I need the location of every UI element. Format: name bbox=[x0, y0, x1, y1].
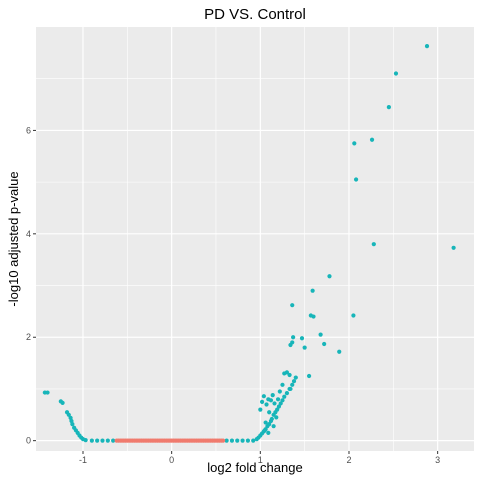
y-tick-label: 0 bbox=[26, 436, 31, 446]
data-point-significant bbox=[83, 438, 88, 443]
data-point-significant bbox=[351, 313, 356, 318]
data-point-significant bbox=[451, 245, 456, 250]
data-point-significant bbox=[277, 389, 282, 394]
data-point-significant bbox=[287, 372, 292, 378]
data-point-significant bbox=[322, 341, 327, 347]
data-point-significant bbox=[280, 382, 285, 387]
data-point-significant bbox=[269, 416, 274, 422]
y-axis-label: -log10 adjusted p-value bbox=[6, 171, 21, 306]
data-point-significant bbox=[337, 349, 342, 354]
data-point-significant bbox=[263, 420, 268, 425]
data-point-significant bbox=[272, 401, 277, 406]
data-point-significant bbox=[327, 274, 332, 279]
data-point-significant bbox=[111, 438, 116, 443]
y-tick-label: 2 bbox=[26, 332, 31, 342]
x-tick-label: 3 bbox=[435, 455, 440, 465]
minor-gridlines bbox=[36, 27, 474, 451]
data-point-significant bbox=[70, 422, 75, 427]
data-point-not-significant bbox=[220, 438, 226, 443]
data-point-significant bbox=[268, 398, 274, 403]
data-point-significant bbox=[424, 44, 430, 49]
data-point-significant bbox=[262, 428, 267, 433]
x-tick-label: 2 bbox=[346, 455, 351, 465]
data-point-significant bbox=[270, 393, 275, 398]
data-point-significant bbox=[259, 399, 265, 404]
data-point-significant bbox=[275, 397, 281, 402]
data-point-significant bbox=[318, 332, 323, 337]
data-point-significant bbox=[311, 314, 316, 319]
x-axis-label: log2 fold change bbox=[207, 460, 302, 475]
data-point-significant bbox=[95, 438, 100, 443]
data-point-significant bbox=[245, 438, 251, 443]
data-point-significant bbox=[290, 340, 295, 345]
data-point-significant bbox=[302, 345, 307, 350]
chart-title: PD VS. Control bbox=[204, 6, 306, 23]
data-point-significant bbox=[290, 382, 295, 387]
data-point-significant bbox=[299, 336, 305, 341]
data-point-significant bbox=[280, 398, 285, 403]
data-point-significant bbox=[60, 400, 65, 406]
data-point-significant bbox=[224, 438, 229, 443]
plot-panel bbox=[36, 27, 474, 451]
data-point-significant bbox=[278, 401, 283, 406]
data-point-significant bbox=[240, 438, 245, 443]
data-point-significant bbox=[293, 375, 298, 380]
y-axis-ticks: 0 2 4 6 bbox=[26, 125, 36, 446]
data-point-significant bbox=[352, 141, 357, 146]
data-point-significant bbox=[105, 438, 110, 443]
y-tick-label: 6 bbox=[26, 125, 31, 135]
data-point-significant bbox=[282, 394, 287, 399]
data-point-significant bbox=[386, 105, 391, 110]
data-point-significant bbox=[251, 438, 256, 443]
data-point-significant bbox=[45, 390, 50, 395]
data-point-significant bbox=[258, 407, 263, 412]
data-point-significant bbox=[306, 373, 312, 379]
data-point-significant bbox=[229, 438, 235, 443]
data-point-significant bbox=[291, 379, 297, 384]
data-point-significant bbox=[291, 335, 296, 340]
data-point-significant bbox=[284, 370, 290, 375]
data-point-significant bbox=[267, 410, 272, 415]
data-point-significant bbox=[261, 394, 266, 399]
y-tick-label: 4 bbox=[26, 229, 31, 239]
data-point-significant bbox=[371, 242, 376, 247]
data-points bbox=[42, 44, 456, 443]
data-point-significant bbox=[274, 415, 279, 420]
data-point-significant bbox=[369, 137, 375, 142]
data-point-significant bbox=[271, 424, 276, 429]
data-point-significant bbox=[310, 288, 315, 293]
data-point-significant bbox=[393, 71, 399, 76]
x-tick-label: 1 bbox=[258, 455, 263, 465]
data-point-significant bbox=[66, 412, 71, 417]
data-point-significant bbox=[264, 402, 269, 407]
data-point-significant bbox=[276, 404, 282, 409]
data-point-significant bbox=[275, 407, 280, 412]
data-point-significant bbox=[353, 177, 359, 182]
data-point-significant bbox=[266, 430, 271, 436]
data-point-significant bbox=[100, 438, 105, 443]
data-point-significant bbox=[284, 390, 290, 396]
data-point-significant bbox=[89, 438, 94, 443]
data-point-significant bbox=[235, 438, 240, 443]
data-point-significant bbox=[288, 386, 293, 392]
x-tick-label: -1 bbox=[79, 455, 87, 465]
x-tick-label: 0 bbox=[169, 455, 174, 465]
x-axis-ticks: -1 0 1 2 3 bbox=[79, 451, 440, 465]
data-point-significant bbox=[267, 422, 272, 427]
data-point-significant bbox=[290, 303, 295, 308]
